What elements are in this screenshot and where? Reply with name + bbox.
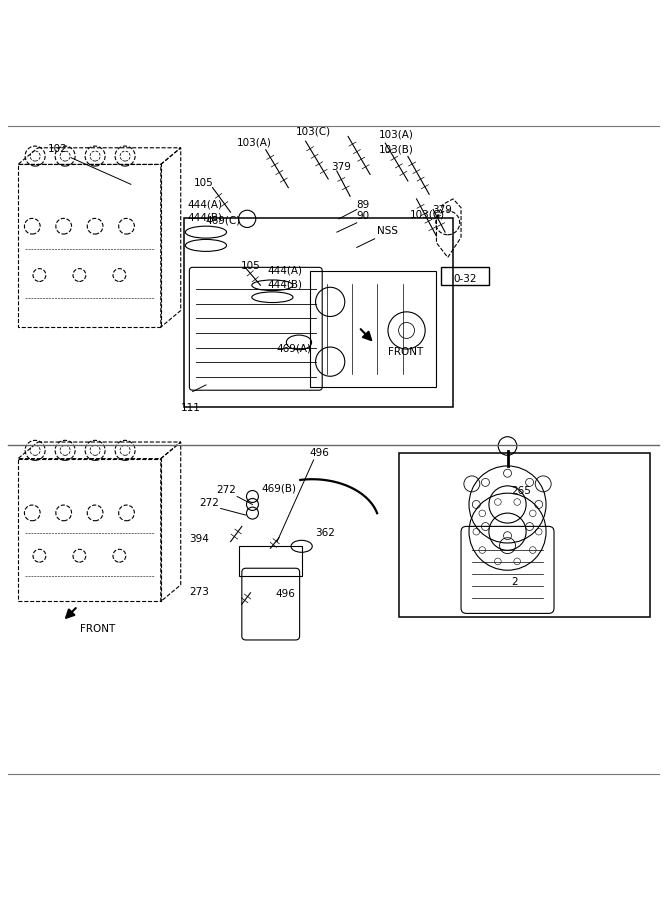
Bar bbox=[399, 453, 650, 617]
Text: 444(A): 444(A) bbox=[187, 200, 223, 210]
Text: 444(B): 444(B) bbox=[187, 212, 223, 223]
Text: 394: 394 bbox=[189, 535, 209, 544]
Text: 89: 89 bbox=[357, 200, 370, 210]
Text: 103(B): 103(B) bbox=[379, 144, 414, 155]
Text: 111: 111 bbox=[181, 403, 201, 413]
Text: 103(C): 103(C) bbox=[296, 127, 331, 137]
Text: 90: 90 bbox=[357, 211, 370, 220]
Text: 0-32: 0-32 bbox=[454, 274, 477, 284]
Text: 496: 496 bbox=[309, 448, 329, 458]
Text: FRONT: FRONT bbox=[388, 347, 424, 357]
Text: 496: 496 bbox=[275, 590, 295, 599]
Text: 103(A): 103(A) bbox=[236, 138, 271, 148]
Text: NSS: NSS bbox=[377, 226, 398, 236]
Text: 444(B): 444(B) bbox=[267, 279, 302, 289]
Text: 379: 379 bbox=[432, 204, 452, 214]
Bar bbox=[441, 266, 489, 285]
Text: 105: 105 bbox=[241, 261, 260, 271]
Text: 103(C): 103(C) bbox=[410, 209, 445, 220]
Text: 273: 273 bbox=[189, 588, 209, 598]
Text: 272: 272 bbox=[216, 485, 236, 495]
Bar bbox=[239, 546, 302, 576]
Text: 105: 105 bbox=[194, 177, 214, 187]
Text: 103(A): 103(A) bbox=[379, 129, 414, 140]
Bar bbox=[184, 218, 453, 407]
Text: 469(B): 469(B) bbox=[261, 483, 297, 493]
Text: 272: 272 bbox=[199, 499, 219, 508]
Text: 379: 379 bbox=[331, 162, 352, 173]
Text: 469(A): 469(A) bbox=[276, 344, 311, 354]
Text: 444(A): 444(A) bbox=[267, 266, 302, 276]
Text: 265: 265 bbox=[512, 486, 532, 496]
Text: 362: 362 bbox=[315, 527, 335, 537]
Text: FRONT: FRONT bbox=[80, 624, 115, 634]
Bar bbox=[310, 271, 436, 387]
Text: 102: 102 bbox=[48, 144, 68, 155]
Text: 469(C): 469(C) bbox=[205, 216, 241, 226]
Text: 2: 2 bbox=[512, 577, 518, 587]
